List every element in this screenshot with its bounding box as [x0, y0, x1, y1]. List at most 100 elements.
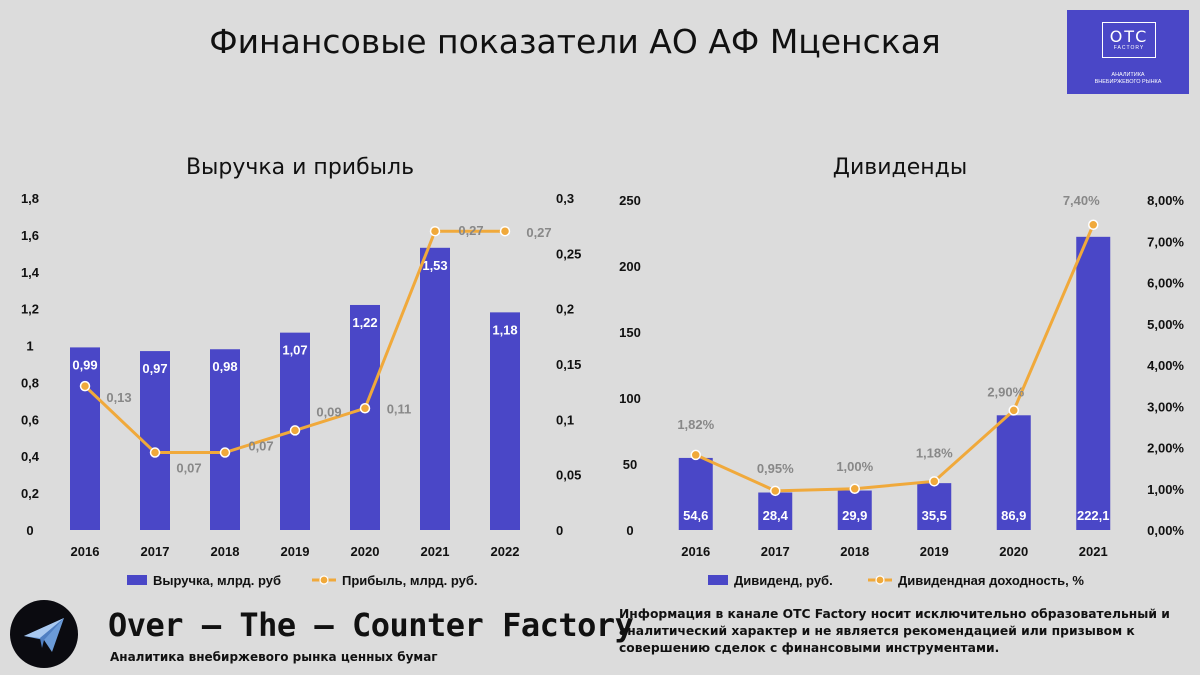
- revenue-bar-label: 1,07: [282, 343, 307, 358]
- dividend-left-tick-label: 150: [619, 325, 641, 340]
- dividend-line-point: [849, 483, 860, 494]
- dividend-category-label: 2018: [840, 544, 869, 559]
- revenue-right-tick-label: 0,1: [556, 412, 574, 427]
- otc-factory-logo: OTC FACTORY Аналитика внебиржевого рынка: [1067, 10, 1189, 94]
- dividend-bar-label: 86,9: [1001, 508, 1026, 523]
- revenue-category-label: 2021: [421, 544, 450, 559]
- revenue-legend-line-label: Прибыль, млрд. руб.: [342, 573, 478, 588]
- dividend-category-label: 2021: [1079, 544, 1108, 559]
- dividend-bar-label: 35,5: [922, 508, 947, 523]
- revenue-right-tick-label: 0,15: [556, 357, 581, 372]
- logo-subtitle: Аналитика внебиржевого рынка: [1067, 72, 1189, 86]
- revenue-legend-bar-label: Выручка, млрд. руб: [153, 573, 281, 588]
- revenue-left-tick-label: 0: [26, 523, 33, 538]
- revenue-right-tick-label: 0: [556, 523, 563, 538]
- logo-frame: OTC FACTORY: [1102, 22, 1156, 58]
- revenue-bar-label: 1,53: [422, 258, 447, 273]
- dividend-line-series: [695, 224, 1095, 493]
- dividend-line-point: [770, 485, 781, 497]
- dividend-legend-bar-label: Дивиденд, руб.: [734, 573, 833, 588]
- revenue-left-tick-label: 0,2: [21, 486, 39, 501]
- revenue-bar-label: 0,98: [212, 359, 237, 374]
- dividend-bar: [996, 415, 1031, 530]
- dividend-bar-label: 54,6: [683, 508, 708, 523]
- dividend-bar: [917, 483, 952, 530]
- dividend-legend-line-label: Дивидендная доходность, %: [898, 573, 1084, 588]
- revenue-line-label: 0,13: [106, 390, 131, 405]
- revenue-left-tick-label: 1,4: [21, 265, 40, 280]
- revenue-left-tick-label: 0,4: [21, 449, 40, 464]
- revenue-chart-title: Выручка и прибыль: [185, 155, 415, 180]
- dividend-category-label: 2019: [920, 544, 949, 559]
- revenue-bar: [420, 247, 450, 531]
- revenue-line-point: [79, 380, 91, 392]
- paper-plane-icon: [10, 600, 78, 668]
- revenue-left-tick-label: 0,6: [21, 412, 39, 427]
- dividend-line-point: [690, 449, 701, 461]
- dividend-right-tick-label: 5,00%: [1147, 317, 1184, 332]
- dividend-chart: 0 50 100 150 200 250 0,00% 1,00% 2,00% 3,00% 4,00%…: [619, 193, 1184, 588]
- logo-factory-text: FACTORY: [1113, 45, 1145, 51]
- disclaimer-text: Информация в канале OTC Factory носит ис…: [619, 607, 1170, 655]
- dividend-bar-label: 222,1: [1077, 508, 1110, 523]
- dividend-left-tick-label: 50: [623, 457, 637, 472]
- revenue-right-tick-label: 0,2: [556, 302, 574, 317]
- revenue-right-tick-label: 0,05: [556, 468, 581, 483]
- dividend-bar-label: 29,9: [842, 508, 867, 523]
- revenue-left-tick-label: 1,6: [21, 228, 39, 243]
- dividend-right-tick-label: 3,00%: [1147, 399, 1184, 414]
- dividend-left-tick-label: 0: [626, 523, 633, 538]
- dividend-bar-label: 28,4: [763, 508, 789, 523]
- dividend-line-point: [1008, 405, 1019, 416]
- revenue-right-tick-label: 0,25: [556, 246, 581, 261]
- revenue-category-label: 2017: [141, 544, 170, 559]
- logo-subtitle-line2: внебиржевого рынка: [1094, 79, 1162, 85]
- revenue-left-tick-label: 0,8: [21, 375, 39, 390]
- revenue-line-point: [429, 225, 441, 237]
- revenue-line-label: 0,07: [176, 461, 201, 476]
- dividend-line-label: 1,18%: [916, 445, 953, 460]
- revenue-category-label: 2022: [491, 544, 520, 559]
- revenue-right-tick-label: 0,3: [556, 191, 574, 206]
- dividend-category-label: 2016: [681, 544, 710, 559]
- dividend-line-point: [929, 476, 940, 487]
- revenue-line-point: [359, 403, 371, 414]
- revenue-bar: [350, 304, 380, 530]
- dividend-category-label: 2017: [761, 544, 790, 559]
- revenue-bar-label: 1,22: [352, 315, 377, 330]
- dividend-bar: [1076, 236, 1111, 530]
- dividend-bar: [837, 490, 872, 530]
- dividend-right-tick-label: 7,00%: [1147, 234, 1184, 249]
- logo-otc-text: OTC: [1109, 27, 1149, 46]
- dividend-line-point: [1088, 219, 1099, 230]
- revenue-legend-line-marker: [319, 575, 329, 585]
- footer-brand: Over – The – Counter Factory: [108, 606, 634, 644]
- revenue-line-label: 0,07: [248, 439, 273, 454]
- revenue-line-label: 0,27: [526, 225, 551, 240]
- dividend-legend-line-marker: [875, 575, 885, 585]
- dividend-line-label: 0,95%: [757, 461, 794, 476]
- dividend-left-tick-label: 250: [619, 193, 641, 208]
- dividend-right-tick-label: 8,00%: [1147, 193, 1184, 208]
- dividend-category-label: 2020: [999, 544, 1028, 559]
- footer-tagline: Аналитика внебиржевого рынка ценных бума…: [110, 650, 438, 664]
- revenue-line-label: 0,27: [458, 223, 483, 238]
- dividend-right-tick-label: 0,00%: [1147, 523, 1184, 538]
- revenue-left-tick-label: 1,8: [21, 191, 39, 206]
- revenue-category-label: 2020: [351, 544, 380, 559]
- revenue-category-label: 2018: [211, 544, 240, 559]
- revenue-category-label: 2019: [281, 544, 310, 559]
- revenue-line-point: [289, 425, 301, 436]
- revenue-category-label: 2016: [71, 544, 100, 559]
- revenue-bar: [70, 347, 100, 530]
- revenue-line-point: [499, 225, 511, 237]
- revenue-profit-chart: 0 0,2 0,4 0,6 0,8 1 1,2 1,4 1,6 1,8 0 0,05 0,1 0,15 0,…: [21, 191, 581, 588]
- revenue-bar: [490, 312, 520, 530]
- dividend-right-tick-label: 4,00%: [1147, 358, 1184, 373]
- revenue-line-label: 0,09: [316, 404, 341, 419]
- dividend-bar: [678, 457, 713, 530]
- dividend-left-tick-label: 200: [619, 259, 641, 274]
- dividend-chart-title: Дивиденды: [832, 155, 968, 180]
- logo-subtitle-line1: Аналитика: [1111, 72, 1145, 78]
- dividend-line-label: 2,90%: [987, 384, 1024, 399]
